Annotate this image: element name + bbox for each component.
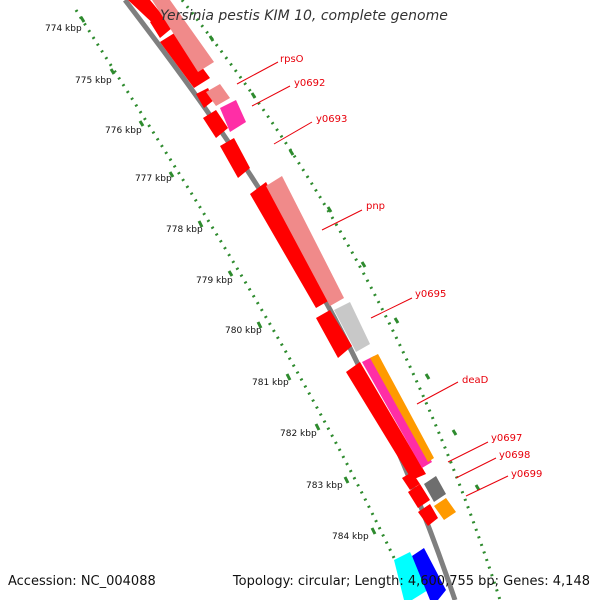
gene-label-y0699: y0699 (511, 469, 542, 480)
inner-major-ticks (79, 16, 377, 535)
cds-arrow (316, 310, 352, 358)
gene-y0695 (334, 302, 370, 352)
tick-label: 782 kbp (280, 429, 317, 439)
tick-label: 781 kbp (252, 378, 289, 388)
tick-label: 784 kbp (332, 532, 369, 542)
genome-backbone (123, 0, 458, 600)
accession-text: Accession: NC_004088 (8, 574, 156, 589)
gene-label-deaD: deaD (462, 375, 489, 386)
cds-arrow (250, 182, 330, 308)
gene-label-y0695: y0695 (415, 289, 446, 300)
tick-label: 783 kbp (306, 481, 343, 491)
tick-label: 775 kbp (75, 76, 112, 86)
tick-label: 780 kbp (225, 326, 262, 336)
gene-label-y0697: y0697 (491, 433, 522, 444)
gene-pnp (266, 176, 344, 306)
gene-y0698 (424, 476, 446, 502)
gene-label-y0698: y0698 (499, 450, 530, 461)
gene-rpso (152, 0, 214, 72)
cds-arrow (402, 472, 420, 490)
cds-arrow (408, 484, 430, 508)
gene-track-outer (152, 0, 456, 600)
cds-arrow (418, 504, 438, 526)
gene-deaD (362, 356, 432, 468)
genome-title: Yersinia pestis KIM 10, complete genome (160, 8, 448, 24)
gene-deaD-orange (370, 354, 434, 462)
cds-arrow (220, 138, 250, 178)
genome-summary-text: Topology: circular; Length: 4,600,755 bp… (232, 574, 590, 589)
cds-arrow (150, 14, 172, 38)
gene-label-rpso: rpsO (280, 54, 304, 65)
gene-y0692 (206, 84, 230, 106)
tick-label: 779 kbp (196, 276, 233, 286)
gene-cyan (394, 552, 428, 600)
cds-arrow (160, 32, 210, 88)
cds-arrow (346, 362, 426, 480)
tick-label: 778 kbp (166, 225, 203, 235)
callout-lines (236, 61, 509, 497)
tick-label: 774 kbp (45, 24, 82, 34)
gene-label-y0692: y0692 (294, 78, 325, 89)
tick-label: 777 kbp (135, 174, 172, 184)
gene-label-y0693: y0693 (316, 114, 347, 125)
gene-label-pnp: pnp (366, 201, 385, 212)
cds-track-inner (128, 0, 438, 526)
outer-major-ticks (208, 35, 481, 491)
gene-y0693 (220, 100, 246, 132)
gene-y0699 (434, 498, 456, 520)
cds-arrow (203, 110, 228, 138)
gene-blue (412, 548, 446, 600)
inner-scale-track (74, 9, 397, 561)
tick-label: 776 kbp (105, 126, 142, 136)
